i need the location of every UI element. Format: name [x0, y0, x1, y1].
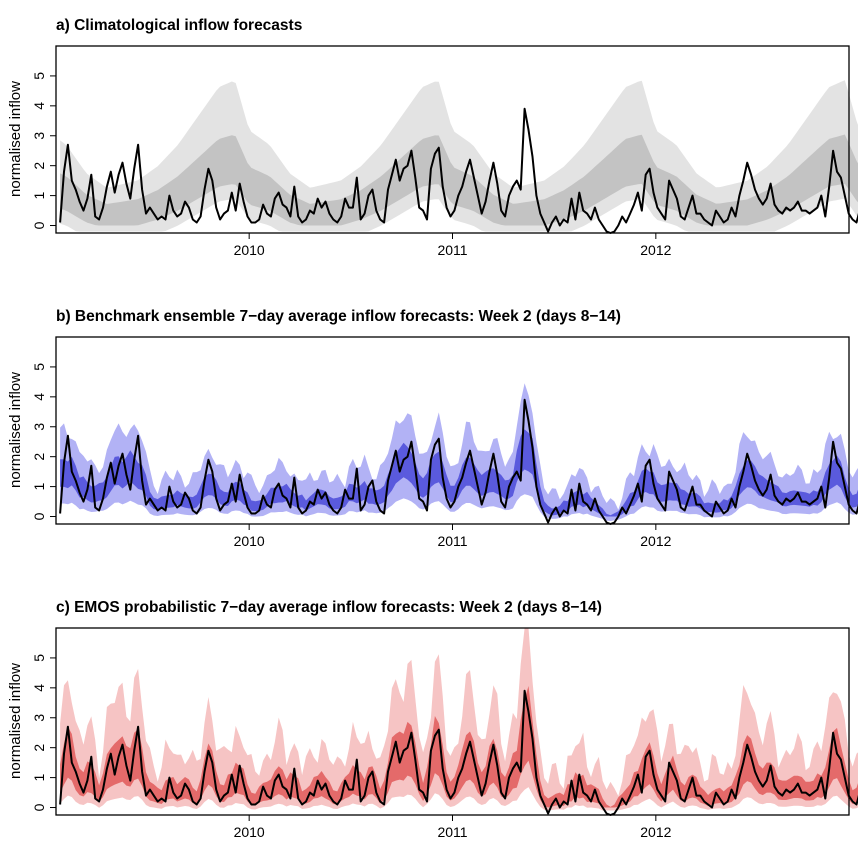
- panel-b-y-label: normalised inflow: [7, 372, 24, 488]
- y-tick-label: 4: [31, 684, 47, 692]
- panel-a-y-label: normalised inflow: [7, 81, 24, 197]
- panel-c-observed-line: [59, 689, 858, 816]
- panel-a: a) Climatological inflow forecasts 0 1 2 3 4…: [7, 17, 858, 258]
- y-tick-label: 2: [31, 744, 47, 752]
- y-tick-label: 0: [31, 803, 47, 811]
- x-tick-label: 2010: [234, 242, 265, 258]
- y-tick-label: 5: [31, 363, 47, 371]
- panel-b-title: b) Benchmark ensemble 7−day average infl…: [56, 308, 621, 325]
- panel-c-inner-band: [60, 686, 858, 808]
- x-tick-label: 2010: [234, 824, 265, 840]
- x-tick-label: 2011: [437, 824, 467, 840]
- x-tick-label: 2012: [640, 533, 671, 549]
- y-tick-label: 4: [31, 393, 47, 401]
- panel-c-forecast-bands: [60, 628, 858, 811]
- y-tick-label: 1: [31, 773, 47, 781]
- panel-a-y-axis: 0 1 2 3 4 5: [31, 72, 56, 229]
- x-tick-label: 2011: [437, 242, 467, 258]
- y-tick-label: 4: [31, 102, 47, 110]
- y-tick-label: 5: [31, 72, 47, 80]
- y-tick-label: 0: [31, 221, 47, 229]
- y-tick-label: 3: [31, 423, 47, 431]
- y-tick-label: 1: [31, 191, 47, 199]
- panel-b: b) Benchmark ensemble 7−day average infl…: [7, 308, 858, 549]
- x-tick-label: 2012: [640, 824, 671, 840]
- panel-c: c) EMOS probabilistic 7−day average infl…: [7, 599, 858, 840]
- y-tick-label: 3: [31, 132, 47, 140]
- panel-b-inner-band: [60, 429, 858, 517]
- panel-a-inner-band: [60, 134, 858, 226]
- panel-c-title: c) EMOS probabilistic 7−day average infl…: [56, 599, 602, 616]
- y-tick-label: 5: [31, 654, 47, 662]
- panel-b-observed-line: [59, 398, 858, 525]
- panel-c-x-axis: 2010 2011 2012: [234, 815, 672, 840]
- y-tick-label: 2: [31, 453, 47, 461]
- panel-b-x-axis: 2010 2011 2012: [234, 524, 672, 549]
- x-tick-label: 2011: [437, 533, 467, 549]
- panel-b-forecast-bands: [60, 383, 858, 521]
- y-tick-label: 1: [31, 482, 47, 490]
- panel-c-outer-band: [60, 628, 858, 811]
- panel-a-x-axis: 2010 2011 2012: [234, 233, 672, 258]
- y-tick-label: 3: [31, 714, 47, 722]
- y-tick-label: 2: [31, 162, 47, 170]
- panel-a-forecast-bands: [60, 80, 858, 232]
- panel-c-y-label: normalised inflow: [7, 663, 24, 779]
- y-tick-label: 0: [31, 512, 47, 520]
- panel-a-observed-line: [59, 107, 858, 234]
- x-tick-label: 2010: [234, 533, 265, 549]
- panel-c-y-axis: 0 1 2 3 4 5: [31, 654, 56, 811]
- x-tick-label: 2012: [640, 242, 671, 258]
- panel-b-y-axis: 0 1 2 3 4 5: [31, 363, 56, 520]
- panel-a-title: a) Climatological inflow forecasts: [56, 17, 302, 34]
